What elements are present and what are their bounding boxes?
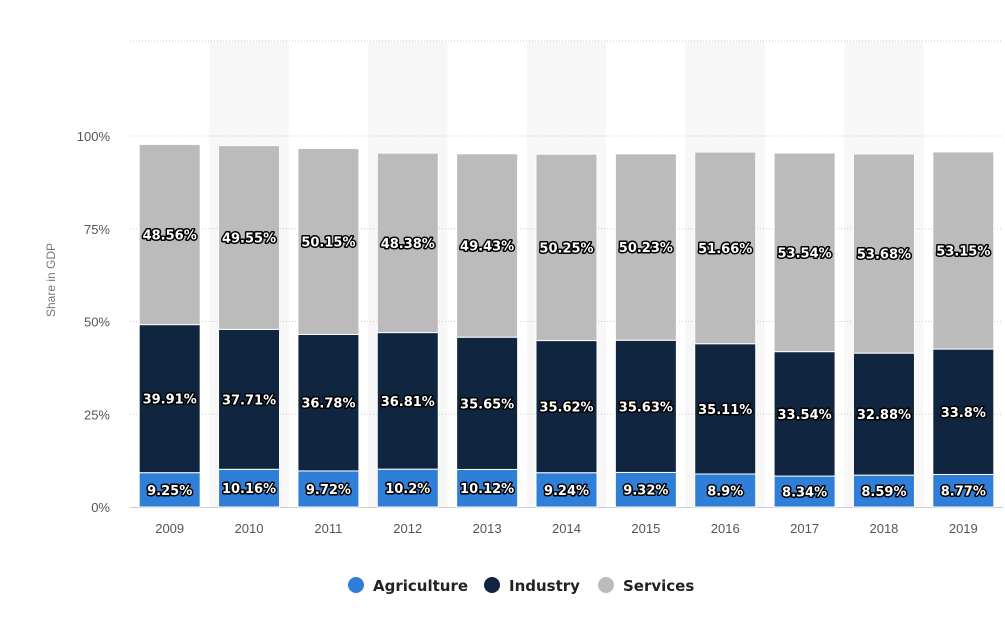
x-tick-label: 2018: [869, 521, 898, 536]
bar-segment-services[interactable]: [694, 151, 757, 345]
x-tick-label: 2017: [790, 521, 819, 536]
data-label: 9.32%: [623, 484, 668, 499]
y-tick-label: 75%: [84, 222, 110, 237]
y-tick-label: 25%: [84, 407, 110, 422]
bar-segment-industry[interactable]: [694, 343, 757, 475]
x-tick-label: 2014: [552, 521, 581, 536]
bar-segment-agriculture[interactable]: [932, 473, 995, 508]
data-label: 10.12%: [460, 482, 514, 497]
bar-segment-services[interactable]: [614, 153, 677, 341]
legend-label: Agriculture: [373, 577, 468, 595]
data-label: 53.68%: [857, 248, 911, 263]
data-label: 50.23%: [619, 241, 673, 256]
data-label: 51.66%: [698, 242, 752, 257]
bar-segment-industry[interactable]: [138, 324, 201, 474]
bar-segment-industry[interactable]: [852, 352, 915, 476]
x-tick-label: 2019: [949, 521, 978, 536]
data-label: 8.59%: [861, 485, 906, 500]
data-label: 33.8%: [941, 406, 986, 421]
bar-segment-industry[interactable]: [218, 328, 281, 470]
data-label: 36.78%: [301, 397, 355, 412]
data-label: 35.65%: [460, 397, 514, 412]
y-tick-label: 50%: [84, 315, 110, 330]
x-tick-label: 2012: [393, 521, 422, 536]
bar-segment-services[interactable]: [932, 151, 995, 350]
data-label: 48.38%: [381, 237, 435, 252]
bar-segment-agriculture[interactable]: [535, 472, 598, 508]
bar-segment-services[interactable]: [297, 147, 360, 335]
bar-segment-industry[interactable]: [932, 348, 995, 475]
bar-segment-agriculture[interactable]: [773, 475, 836, 508]
bar-segment-industry[interactable]: [773, 351, 836, 477]
bar-segment-services[interactable]: [218, 145, 281, 330]
legend-item-industry[interactable]: Industry: [484, 577, 580, 595]
x-axis: 2009 2010 2011 2012 2013 2014 2015 2016 2017 2018…: [155, 521, 978, 536]
legend-item-agriculture[interactable]: Agriculture: [348, 577, 468, 595]
bar-segment-industry[interactable]: [297, 333, 360, 472]
x-tick-label: 2016: [711, 521, 740, 536]
bar-segment-agriculture[interactable]: [456, 468, 519, 508]
bar-segment-industry[interactable]: [535, 340, 598, 474]
legend-marker: [348, 577, 364, 593]
data-label: 10.16%: [222, 482, 276, 497]
data-label: 9.24%: [544, 484, 589, 499]
x-tick-label: 2009: [155, 521, 184, 536]
data-label: 8.9%: [707, 484, 743, 499]
data-label: 9.25%: [147, 484, 192, 499]
legend-label: Industry: [509, 577, 580, 595]
data-label: 48.56%: [143, 229, 197, 244]
bar-segment-agriculture[interactable]: [376, 468, 439, 508]
data-label: 53.15%: [936, 244, 990, 259]
data-label: 33.54%: [778, 408, 832, 423]
legend-marker: [484, 577, 500, 593]
legend-label: Services: [623, 577, 694, 595]
bar-segment-industry[interactable]: [456, 336, 519, 470]
data-label: 35.62%: [539, 401, 593, 416]
y-tick-label: 100%: [77, 129, 111, 144]
data-label: 36.81%: [381, 395, 435, 410]
legend-item-services[interactable]: Services: [598, 577, 694, 595]
bar-segment-agriculture[interactable]: [614, 471, 677, 508]
data-label: 8.77%: [941, 485, 986, 500]
bar-segment-agriculture[interactable]: [138, 472, 201, 508]
bar-segment-industry[interactable]: [376, 332, 439, 470]
bar-segment-services[interactable]: [773, 152, 836, 353]
data-label: 35.11%: [698, 403, 752, 418]
legend-marker: [598, 577, 614, 593]
bar-segment-agriculture[interactable]: [852, 474, 915, 508]
legend: Agriculture Industry Services: [348, 577, 694, 595]
y-tick-label: 0%: [91, 500, 110, 515]
bar-segment-services[interactable]: [535, 153, 598, 342]
bar-segment-services[interactable]: [376, 152, 439, 334]
bar-segment-services[interactable]: [138, 143, 201, 326]
data-label: 37.71%: [222, 393, 276, 408]
data-label: 49.55%: [222, 231, 276, 246]
bars-layer: [138, 143, 995, 508]
bar-segment-industry[interactable]: [614, 339, 677, 473]
x-tick-label: 2010: [235, 521, 264, 536]
x-tick-label: 2011: [314, 521, 342, 536]
bar-segment-services[interactable]: [852, 153, 915, 354]
data-label: 8.34%: [782, 486, 827, 501]
data-label: 49.43%: [460, 240, 514, 255]
data-labels-layer: 9.25% 39.91% 48.56% 10.16% 37.71% 49.55% 9.72%…: [141, 227, 992, 502]
bar-segment-agriculture[interactable]: [218, 468, 281, 508]
x-tick-label: 2015: [631, 521, 660, 536]
data-label: 53.54%: [778, 246, 832, 261]
data-label: 39.91%: [143, 393, 197, 408]
y-axis: 0% 25% 50% 75% 100%: [77, 129, 111, 515]
bar-segment-services[interactable]: [456, 153, 519, 338]
x-tick-label: 2013: [473, 521, 502, 536]
data-label: 32.88%: [857, 408, 911, 423]
y-axis-title: Share in GDP: [44, 243, 58, 317]
data-label: 9.72%: [306, 483, 351, 498]
data-label: 35.63%: [619, 400, 673, 415]
data-label: 50.15%: [301, 235, 355, 250]
data-label: 10.2%: [385, 482, 430, 497]
data-label: 50.25%: [539, 241, 593, 256]
